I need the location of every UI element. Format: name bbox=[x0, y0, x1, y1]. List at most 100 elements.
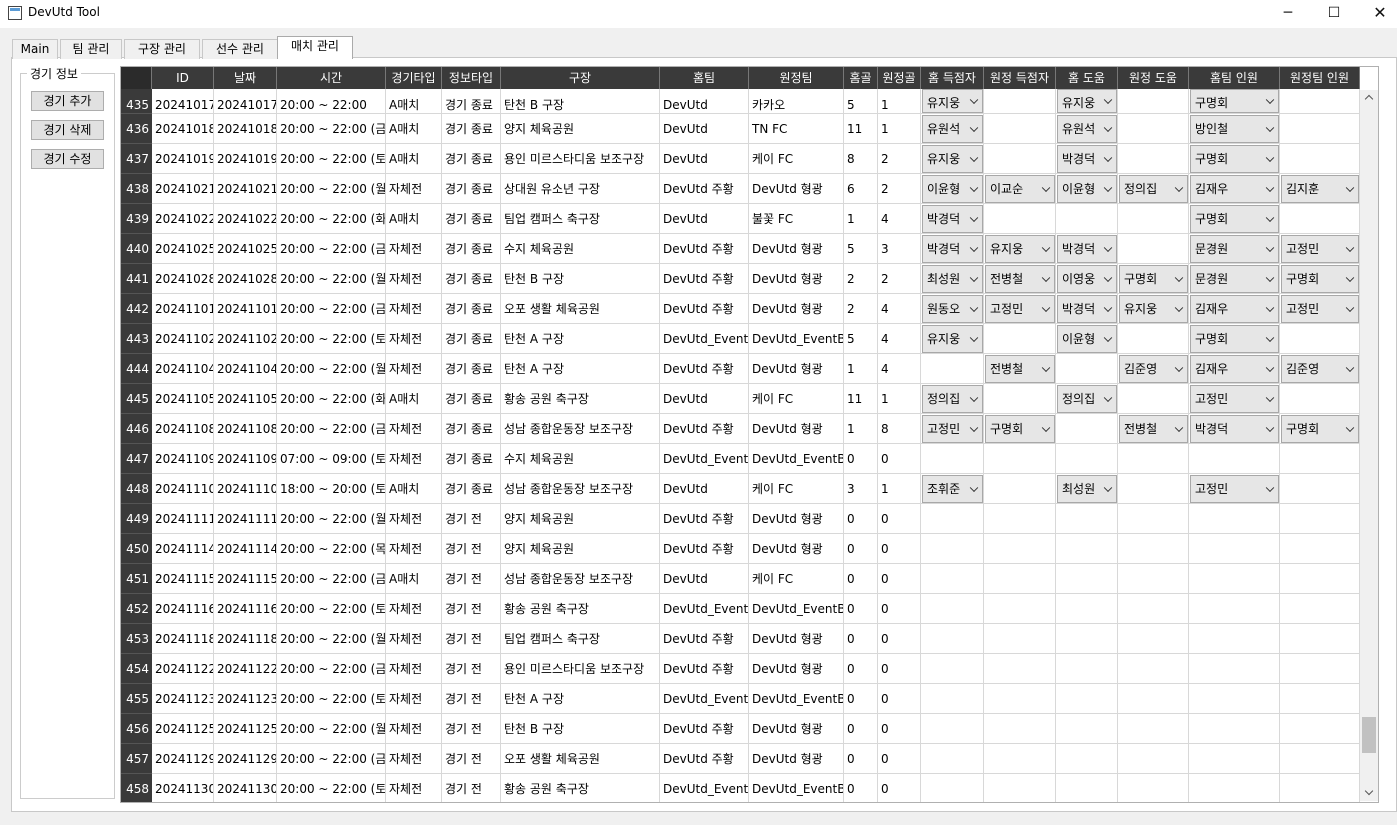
away-assist-combo[interactable]: 김준영 bbox=[1119, 355, 1188, 383]
table-cell-home-goals[interactable]: 8 bbox=[844, 144, 878, 174]
table-cell-away-scorer[interactable] bbox=[984, 144, 1056, 174]
row-header[interactable]: 437 bbox=[121, 144, 152, 174]
column-header-home-scorer[interactable]: 홈 득점자 bbox=[921, 67, 984, 89]
table-cell-away-players[interactable] bbox=[1280, 264, 1360, 294]
table-cell-away-scorer[interactable] bbox=[984, 264, 1056, 294]
table-cell-away-players[interactable] bbox=[1280, 504, 1360, 534]
table-cell-home-players[interactable] bbox=[1189, 174, 1280, 204]
table-cell-status[interactable]: 경기 종료 bbox=[442, 264, 501, 294]
row-header[interactable]: 453 bbox=[121, 624, 152, 654]
table-cell-away-scorer[interactable] bbox=[984, 89, 1056, 114]
table-cell-home-players[interactable] bbox=[1189, 534, 1280, 564]
table-cell-home-players[interactable] bbox=[1189, 114, 1280, 144]
table-cell-away-players[interactable] bbox=[1280, 744, 1360, 774]
table-cell-away-team[interactable]: DevUtd_EventB bbox=[749, 324, 844, 354]
table-cell-away-scorer[interactable] bbox=[984, 504, 1056, 534]
home-scorer-combo[interactable]: 원동오 bbox=[922, 295, 983, 323]
table-cell-home-team[interactable]: DevUtd 주황 bbox=[660, 624, 749, 654]
home-assist-combo[interactable]: 유원석 bbox=[1057, 115, 1117, 143]
table-cell-id[interactable]: 20241019 bbox=[152, 144, 214, 174]
table-cell-home-team[interactable]: DevUtd bbox=[660, 144, 749, 174]
table-cell-home-team[interactable]: DevUtd 주황 bbox=[660, 504, 749, 534]
home-players-combo[interactable]: 김재우 bbox=[1190, 355, 1279, 383]
table-cell-time[interactable]: 20:00 ~ 22:00 (금) bbox=[277, 564, 386, 594]
table-cell-away-assist[interactable] bbox=[1118, 774, 1189, 802]
table-cell-away-assist[interactable] bbox=[1118, 624, 1189, 654]
table-cell-time[interactable]: 20:00 ~ 22:00 (금) bbox=[277, 744, 386, 774]
home-scorer-combo[interactable]: 유지웅 bbox=[922, 145, 983, 173]
table-cell-away-players[interactable] bbox=[1280, 594, 1360, 624]
table-cell-home-team[interactable]: DevUtd 주황 bbox=[660, 654, 749, 684]
table-cell-match-type[interactable]: A매치 bbox=[386, 144, 442, 174]
away-scorer-combo[interactable]: 이교순 bbox=[985, 175, 1055, 203]
delete-match-button[interactable]: 경기 삭제 bbox=[31, 120, 104, 140]
away-assist-combo[interactable]: 정의집 bbox=[1119, 175, 1188, 203]
table-cell-away-assist[interactable] bbox=[1118, 564, 1189, 594]
table-cell-date[interactable]: 20241125 bbox=[214, 714, 277, 744]
edit-match-button[interactable]: 경기 수정 bbox=[31, 149, 104, 169]
column-header-home-team[interactable]: 홈팀 bbox=[660, 67, 749, 89]
table-cell-time[interactable]: 20:00 ~ 22:00 (화) bbox=[277, 384, 386, 414]
table-cell-venue[interactable]: 탄천 B 구장 bbox=[501, 264, 660, 294]
home-players-combo[interactable]: 문경원 bbox=[1190, 265, 1279, 293]
table-cell-home-goals[interactable]: 5 bbox=[844, 89, 878, 114]
home-assist-combo[interactable]: 이영웅 bbox=[1057, 265, 1117, 293]
table-cell-venue[interactable]: 수지 체육공원 bbox=[501, 234, 660, 264]
table-cell-home-team[interactable]: DevUtd bbox=[660, 564, 749, 594]
table-cell-away-team[interactable]: DevUtd_EventB bbox=[749, 774, 844, 802]
table-cell-date[interactable]: 20241021 bbox=[214, 174, 277, 204]
table-cell-venue[interactable]: 수지 체육공원 bbox=[501, 444, 660, 474]
table-cell-away-goals[interactable]: 0 bbox=[878, 534, 921, 564]
table-cell-away-scorer[interactable] bbox=[984, 774, 1056, 802]
table-cell-away-goals[interactable]: 0 bbox=[878, 714, 921, 744]
table-cell-venue[interactable]: 황송 공원 축구장 bbox=[501, 594, 660, 624]
table-cell-id[interactable]: 20241130 bbox=[152, 774, 214, 802]
table-cell-match-type[interactable]: A매치 bbox=[386, 89, 442, 114]
table-cell-away-team[interactable]: TN FC bbox=[749, 114, 844, 144]
table-cell-id[interactable]: 20241110 bbox=[152, 474, 214, 504]
column-header-match-type[interactable]: 경기타입 bbox=[386, 67, 442, 89]
table-cell-away-assist[interactable] bbox=[1118, 744, 1189, 774]
table-cell-home-players[interactable] bbox=[1189, 744, 1280, 774]
table-cell-away-assist[interactable] bbox=[1118, 114, 1189, 144]
table-cell-home-assist[interactable] bbox=[1056, 324, 1118, 354]
table-cell-home-assist[interactable] bbox=[1056, 564, 1118, 594]
row-header[interactable]: 444 bbox=[121, 354, 152, 384]
table-cell-home-team[interactable]: DevUtd_EventA bbox=[660, 594, 749, 624]
table-cell-home-players[interactable] bbox=[1189, 384, 1280, 414]
column-header-status[interactable]: 정보타입 bbox=[442, 67, 501, 89]
table-cell-home-players[interactable] bbox=[1189, 654, 1280, 684]
table-cell-home-assist[interactable] bbox=[1056, 234, 1118, 264]
table-cell-match-type[interactable]: 자체전 bbox=[386, 654, 442, 684]
table-cell-away-team[interactable]: DevUtd_EventB bbox=[749, 684, 844, 714]
table-cell-away-assist[interactable] bbox=[1118, 174, 1189, 204]
table-cell-away-scorer[interactable] bbox=[984, 474, 1056, 504]
table-cell-away-assist[interactable] bbox=[1118, 89, 1189, 114]
table-cell-home-players[interactable] bbox=[1189, 444, 1280, 474]
table-cell-home-assist[interactable] bbox=[1056, 594, 1118, 624]
table-cell-match-type[interactable]: 자체전 bbox=[386, 414, 442, 444]
table-cell-home-scorer[interactable] bbox=[921, 144, 984, 174]
table-cell-venue[interactable]: 성남 종합운동장 보조구장 bbox=[501, 474, 660, 504]
table-cell-away-scorer[interactable] bbox=[984, 204, 1056, 234]
home-assist-combo[interactable]: 최성원 bbox=[1057, 475, 1117, 503]
row-header[interactable]: 447 bbox=[121, 444, 152, 474]
table-cell-time[interactable]: 20:00 ~ 22:00 (토) bbox=[277, 594, 386, 624]
table-cell-away-scorer[interactable] bbox=[984, 744, 1056, 774]
table-cell-time[interactable]: 20:00 ~ 22:00 (토) bbox=[277, 324, 386, 354]
table-cell-away-goals[interactable]: 4 bbox=[878, 204, 921, 234]
table-cell-home-goals[interactable]: 0 bbox=[844, 564, 878, 594]
table-cell-away-players[interactable] bbox=[1280, 144, 1360, 174]
table-cell-away-goals[interactable]: 0 bbox=[878, 654, 921, 684]
table-cell-away-goals[interactable]: 3 bbox=[878, 234, 921, 264]
table-cell-status[interactable]: 경기 종료 bbox=[442, 114, 501, 144]
scroll-up-icon[interactable] bbox=[1360, 90, 1378, 106]
table-cell-away-scorer[interactable] bbox=[984, 714, 1056, 744]
table-cell-date[interactable]: 20241118 bbox=[214, 624, 277, 654]
table-cell-away-goals[interactable]: 0 bbox=[878, 684, 921, 714]
table-cell-home-goals[interactable]: 6 bbox=[844, 174, 878, 204]
column-header-home-assist[interactable]: 홈 도움 bbox=[1056, 67, 1118, 89]
table-cell-home-scorer[interactable] bbox=[921, 474, 984, 504]
table-cell-home-assist[interactable] bbox=[1056, 144, 1118, 174]
table-cell-id[interactable]: 20241115 bbox=[152, 564, 214, 594]
